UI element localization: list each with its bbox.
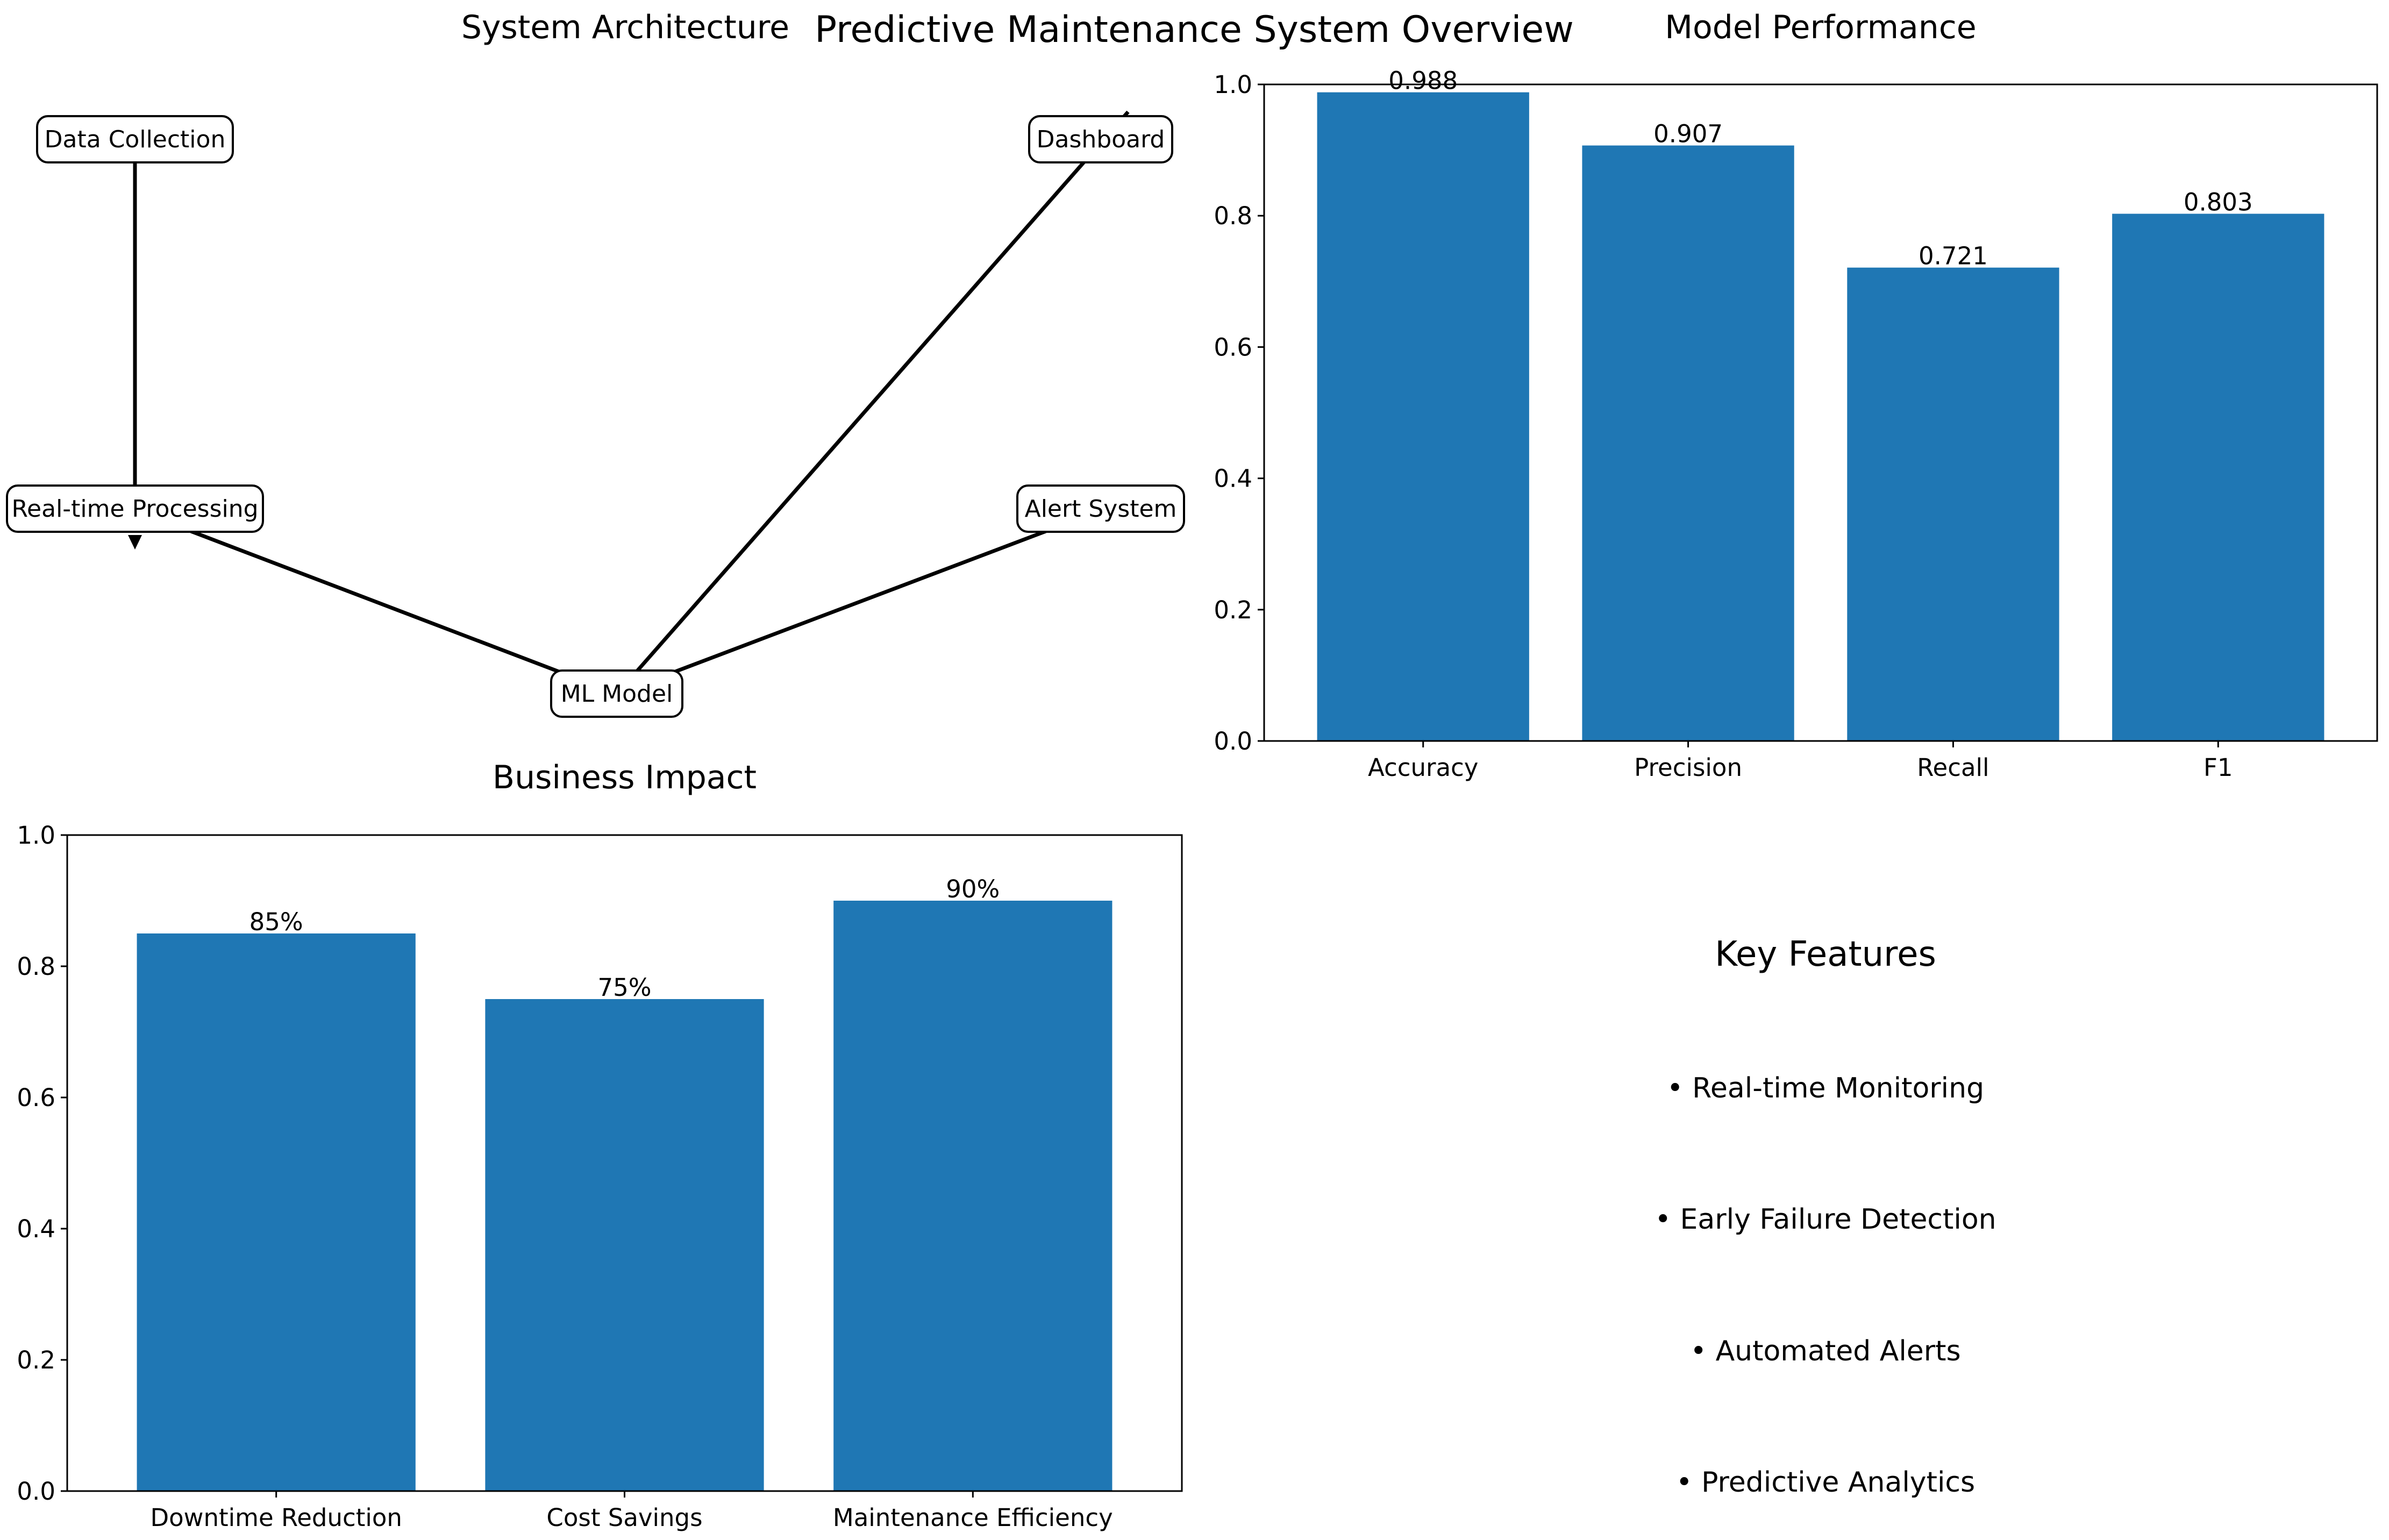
node-label: Data Collection [45,126,226,153]
node-label: Alert System [1025,495,1177,523]
x-tick-label: Downtime Reduction [150,1503,402,1532]
feature-item: • Early Failure Detection [1655,1203,1996,1236]
diagram-node-alert: Alert System [1016,484,1185,533]
y-tick-label: 0.8 [17,952,55,981]
feature-item: • Real-time Monitoring [1667,1072,1984,1104]
bar-value-label: 75% [597,973,651,1002]
node-box [1028,115,1173,163]
node-box [6,484,264,533]
feature-item: • Automated Alerts [1690,1335,1960,1367]
bar-value-label: 85% [249,908,303,936]
bar-value-label: 0.803 [2184,188,2253,217]
axes-frame [66,834,1183,1492]
bar-value-label: 0.721 [1919,242,1988,270]
node-label: ML Model [561,680,673,708]
diagram-node-model: ML Model [550,669,683,718]
flow-arrow [634,110,1130,674]
bar [1847,267,2059,741]
x-tick-label: Precision [1634,753,1742,782]
x-tick-label: Cost Savings [546,1503,702,1532]
figure-title: Predictive Maintenance System Overview [815,9,1574,51]
diagram-node-process: Real-time Processing [6,484,264,533]
architecture-diagram: System Architecture Data Collection Real-… [6,9,1185,718]
arrow-head [128,535,142,550]
y-tick-label: 0.2 [17,1346,55,1374]
node-box [1016,484,1185,533]
bar [1317,92,1529,742]
node-label: Dashboard [1037,126,1165,153]
y-tick-label: 0.0 [17,1477,55,1506]
x-tick-label: Recall [1917,753,1989,782]
y-tick-label: 0.8 [1214,202,1252,230]
y-tick-label: 1.0 [17,821,55,850]
diagram-node-collect: Data Collection [36,115,234,163]
architecture-edges [128,110,1130,677]
y-tick-label: 0.6 [1214,333,1252,361]
x-tick-label: F1 [2203,753,2233,782]
y-tick-label: 1.0 [1214,70,1252,99]
node-box [550,669,683,718]
chart-title: Business Impact [493,759,757,796]
bar [1582,145,1794,742]
diagram-node-dash: Dashboard [1028,115,1173,163]
architecture-nodes: Data Collection Real-time Processing ML Mo… [6,115,1185,718]
y-tick-label: 0.6 [17,1083,55,1112]
model-performance-chart: Model Performance 0.988 Accuracy 0.907 Preci… [1214,9,2378,782]
y-tick-label: 0.4 [1214,465,1252,493]
bar [137,933,416,1491]
architecture-title: System Architecture [461,9,789,46]
node-box [36,115,234,163]
chart-title: Model Performance [1665,9,1976,46]
bar [2112,213,2324,741]
feature-item: • Predictive Analytics [1676,1466,1975,1499]
bar-value-label: 0.907 [1653,120,1723,148]
bar-value-label: 90% [946,875,1000,903]
business-impact-chart: Business Impact 85% Downtime Reduction 75% C… [17,759,1183,1532]
key-features-title: Key Features [1715,935,1936,974]
bar-value-label: 0.988 [1388,67,1458,95]
y-tick-label: 0.2 [1214,596,1252,624]
key-features-panel: Key Features • Real-time Monitoring • Ea… [1655,935,1996,1499]
y-tick-label: 0.0 [1214,727,1252,755]
y-tick-label: 0.4 [17,1215,55,1243]
bar [833,901,1113,1491]
flow-arrow [190,529,568,677]
node-label: Real-time Processing [11,495,258,523]
x-tick-label: Maintenance Efficiency [833,1503,1113,1532]
flow-arrow [666,529,1047,677]
x-tick-label: Accuracy [1368,753,1478,782]
bar [485,999,764,1491]
axes-frame [1263,83,2378,742]
